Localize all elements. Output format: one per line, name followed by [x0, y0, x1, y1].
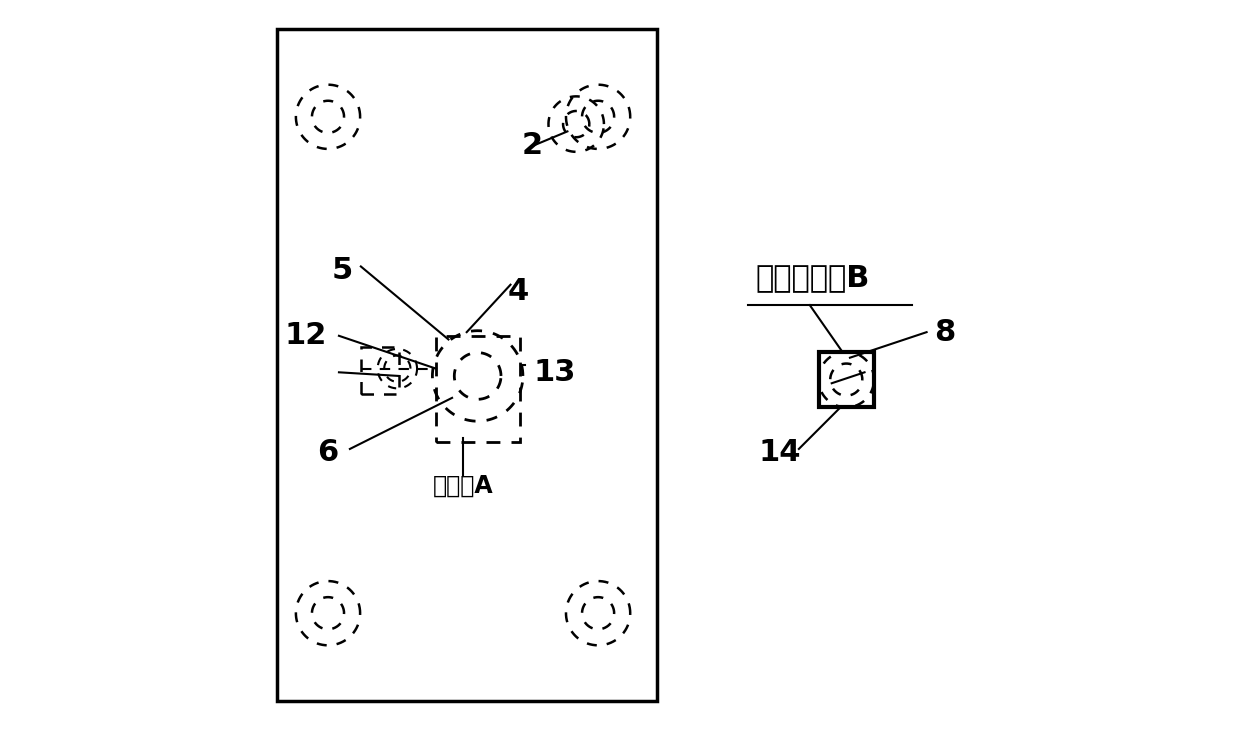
Text: 12: 12: [285, 321, 327, 350]
Text: 5: 5: [332, 255, 353, 285]
Bar: [277, 29, 656, 701]
Bar: [436, 336, 520, 442]
Text: 2: 2: [522, 131, 543, 161]
Text: 吸力测试孔B: 吸力测试孔B: [755, 263, 869, 292]
Bar: [818, 353, 874, 407]
Text: 8: 8: [934, 318, 955, 347]
Text: 4: 4: [507, 277, 528, 307]
Text: 14: 14: [759, 438, 801, 467]
Text: 13: 13: [533, 358, 575, 387]
Text: 6: 6: [317, 438, 339, 467]
Text: 试验孔A: 试验孔A: [433, 474, 494, 497]
Bar: [361, 347, 399, 394]
